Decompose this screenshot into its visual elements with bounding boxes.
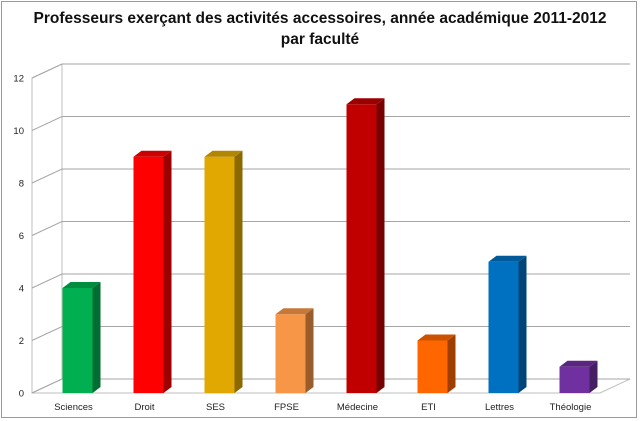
bar-théologie [559, 360, 598, 393]
x-tick-label: Droit [134, 402, 154, 413]
x-tick-label: Sciences [54, 402, 93, 413]
gridline [31, 326, 630, 341]
bar-fpse [275, 308, 314, 393]
y-tick-label: 0 [19, 389, 24, 400]
chart-title: Professeurs exerçant des activités acces… [0, 8, 640, 50]
bars [62, 98, 598, 393]
x-tick-label: Lettres [485, 402, 514, 413]
bar-sciences [62, 282, 101, 393]
bar-top [133, 150, 172, 157]
bar-side [376, 98, 385, 393]
chart-walls [31, 63, 631, 394]
y-tick-label: 10 [13, 126, 24, 137]
y-tick-label: 4 [19, 284, 24, 295]
bar-top [204, 150, 243, 157]
bar-droit [133, 150, 172, 393]
y-axis-ticks: 0 2 4 6 8 10 12 [13, 74, 24, 400]
bar-top [275, 308, 314, 315]
bar-top [488, 255, 527, 262]
bar-side [163, 150, 172, 393]
y-tick-label: 6 [19, 231, 24, 242]
bar-side [447, 334, 456, 393]
bar-top [62, 282, 101, 288]
bar-side [518, 255, 527, 393]
y-tick-label: 2 [19, 336, 24, 347]
x-tick-label: SES [206, 402, 225, 413]
bar-eti [417, 334, 456, 393]
bar-front [133, 156, 164, 393]
bar-front [62, 288, 93, 393]
x-tick-label: FPSE [274, 402, 299, 413]
bar-top [417, 334, 456, 341]
bar-front [559, 366, 590, 393]
bar-front [346, 104, 377, 393]
x-tick-label: ETI [421, 402, 436, 413]
x-axis-labels: Sciences Droit SES FPSE Médecine ETI Lettres Th… [54, 402, 591, 413]
gridline [31, 221, 630, 236]
bar-front [204, 156, 235, 393]
bar-side [305, 308, 314, 393]
bar-médecine [346, 98, 385, 393]
chart-title-line-2: par faculté [280, 31, 360, 48]
gridline [31, 168, 630, 184]
chart-title-line-1: Professeurs exerçant des activités acces… [33, 10, 607, 27]
bar-top [559, 360, 598, 367]
gridline [31, 116, 630, 131]
bar-front [417, 340, 448, 393]
bar-top [346, 98, 385, 105]
x-tick-label: Théologie [550, 402, 592, 413]
bar-side [589, 360, 598, 393]
bar-side [234, 150, 243, 393]
bar-side [92, 282, 101, 393]
x-tick-label: Médecine [337, 402, 378, 413]
y-tick-label: 12 [13, 74, 24, 85]
gridlines [31, 63, 630, 394]
bar-ses [204, 150, 243, 393]
y-tick-label: 8 [19, 179, 24, 190]
bar-lettres [488, 255, 527, 393]
floor [31, 378, 631, 394]
gridline [31, 273, 630, 289]
bar-front [488, 261, 519, 393]
bar-front [275, 314, 306, 393]
gridline [31, 63, 630, 79]
